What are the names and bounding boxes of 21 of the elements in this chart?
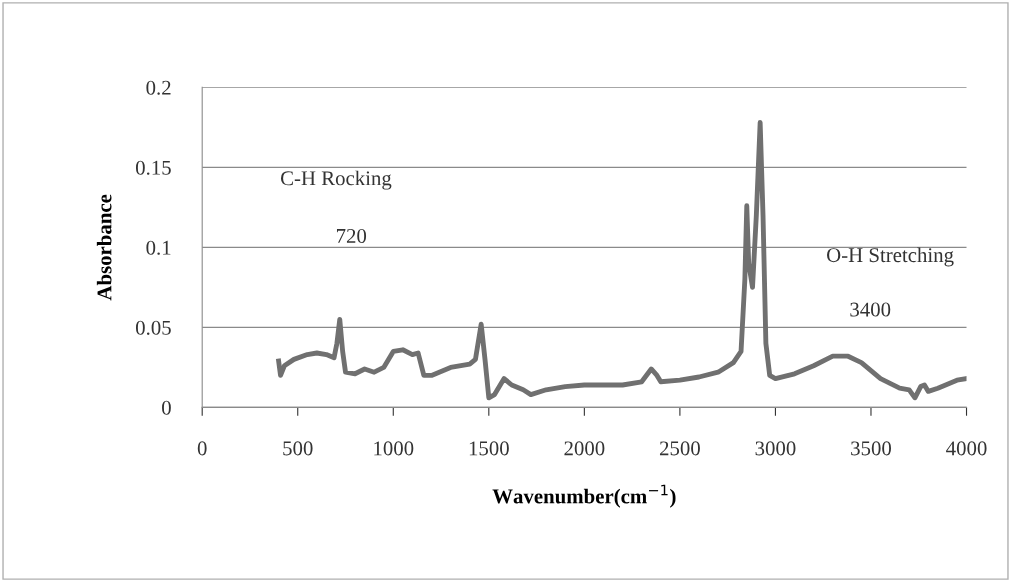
- annotation: 3400: [850, 302, 891, 317]
- x-tick-label: 1500: [469, 441, 509, 456]
- y-tick-label: 0.1: [146, 240, 171, 255]
- line-series: [276, 120, 967, 401]
- x-tick-label: 3000: [755, 441, 796, 456]
- y-tick-label: 0.05: [135, 320, 171, 335]
- x-axis-title: Wavenumber(cm$^{−1}$): [492, 484, 676, 508]
- x-tick-label: 1000: [374, 441, 414, 456]
- y-tick-label: 0.2: [146, 80, 171, 95]
- annotation: O-H Stretching: [827, 247, 954, 267]
- y-tick-label: 0: [162, 400, 171, 415]
- x-tick-label: 4000: [946, 441, 987, 456]
- y-axis-title: Absorbance: [96, 194, 112, 301]
- annotation: C-H Rocking: [280, 170, 392, 190]
- x-tick-label: 500: [283, 441, 313, 456]
- y-tick-label: 0.15: [135, 160, 171, 175]
- x-tick-label: 0: [197, 441, 207, 456]
- x-tick-label: 2500: [659, 441, 700, 456]
- annotation: 720: [336, 228, 367, 243]
- x-tick-label: 2000: [564, 441, 605, 456]
- x-tick-label: 3500: [851, 441, 892, 456]
